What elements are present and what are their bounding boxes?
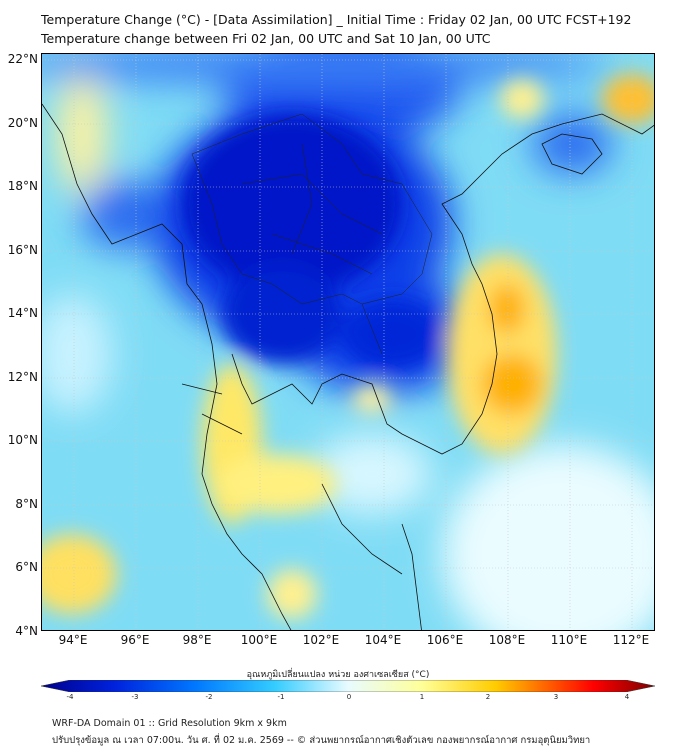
footer-model-info: WRF-DA Domain 01 :: Grid Resolution 9km … [52,718,287,729]
colorbar-tick: 0 [346,693,352,701]
colorbar-tick: 2 [485,693,491,701]
gridlines [42,54,654,630]
lon-label: 94°E [58,633,88,647]
map-title: Temperature Change (°C) - [Data Assimila… [41,12,632,27]
temperature-field [42,54,654,630]
lat-label: 8°N [15,497,38,511]
lat-label: 22°N [7,52,38,66]
colorbar-tick: 3 [553,693,559,701]
lon-label: 102°E [302,633,340,647]
lat-label: 18°N [7,179,38,193]
lat-label: 4°N [15,624,38,638]
lat-label: 10°N [7,433,38,447]
lat-label: 16°N [7,243,38,257]
lat-label: 6°N [15,560,38,574]
footer-credit: ปรับปรุงข้อมูล ณ เวลา 07:00น. วัน ศ. ที่… [52,735,591,746]
borders [191,113,433,355]
lon-label: 108°E [488,633,526,647]
lon-label: 98°E [182,633,212,647]
lon-label: 104°E [364,633,402,647]
lon-label: 106°E [426,633,464,647]
colorbar-tick: 4 [624,693,630,701]
coastlines [42,103,654,630]
lat-label: 14°N [7,306,38,320]
colorbar-tick: -4 [66,693,74,701]
colorbar [41,680,655,692]
colorbar-title: อุณหภูมิเปลี่ยนแปลง หน่วย องศาเซลเซียส (… [246,670,430,680]
lon-label: 96°E [120,633,150,647]
colorbar-tick: -2 [205,693,213,701]
temperature-change-map [41,53,655,631]
lon-label: 112°E [612,633,650,647]
colorbar-tick: -1 [277,693,285,701]
lon-label: 110°E [550,633,588,647]
lon-label: 100°E [240,633,278,647]
map-subtitle: Temperature change between Fri 02 Jan, 0… [41,31,491,46]
lat-label: 12°N [7,370,38,384]
colorbar-tick: -3 [131,693,139,701]
lat-label: 20°N [7,116,38,130]
colorbar-tick: 1 [419,693,425,701]
